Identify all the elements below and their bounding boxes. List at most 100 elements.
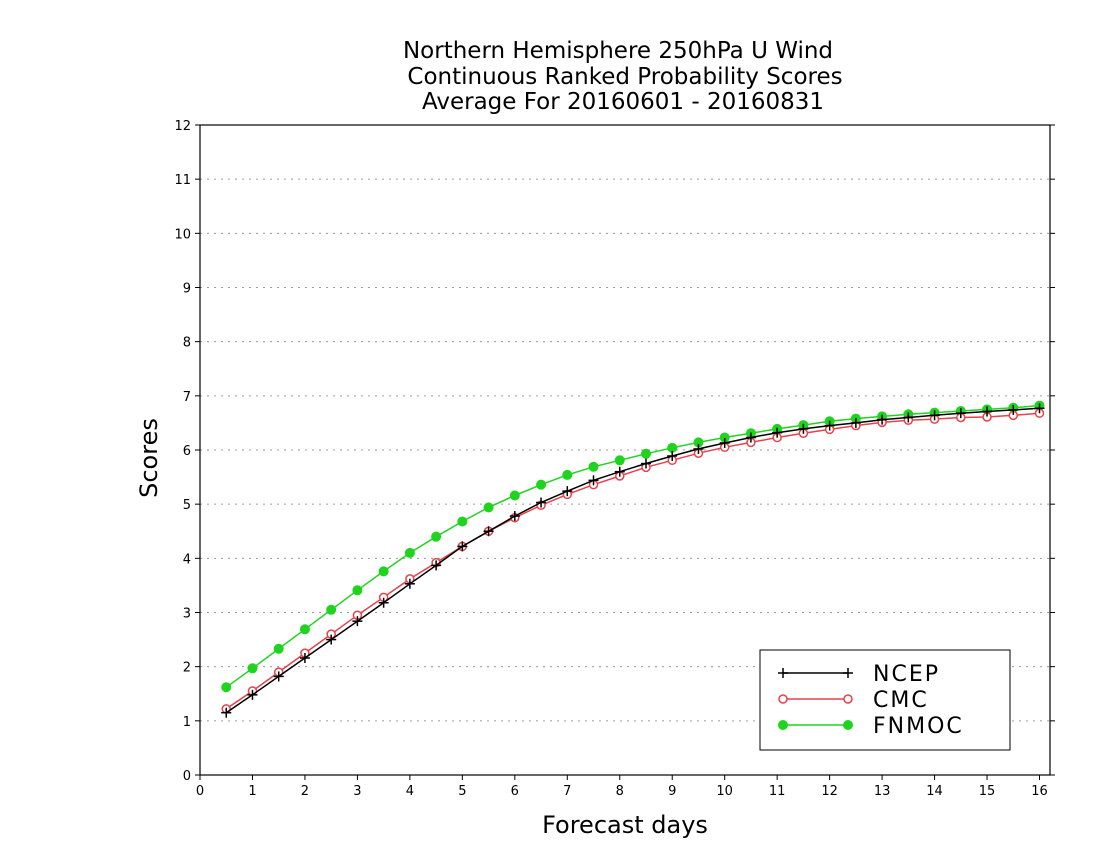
legend-marker-end-fnmoc — [843, 720, 853, 730]
y-tick-label-3: 3 — [183, 607, 191, 622]
legend-marker-end-cmc — [843, 694, 853, 704]
point-fnmoc-5 — [352, 585, 363, 596]
series-ncep — [221, 403, 1045, 718]
point-ncep-20 — [745, 432, 756, 443]
point-ncep-29 — [982, 406, 993, 417]
point-fnmoc-15 — [614, 455, 625, 466]
point-fnmoc-12 — [536, 479, 547, 490]
x-tick-label-4: 4 — [406, 784, 414, 799]
title-line-3: Average For 20160601 - 20160831 — [422, 89, 824, 115]
point-fnmoc-14 — [588, 461, 599, 472]
x-tick-label-13: 13 — [874, 784, 891, 799]
y-axis-title: Scores — [135, 418, 163, 498]
point-ncep-8 — [431, 560, 442, 571]
point-ncep-2 — [273, 671, 284, 682]
y-tick-label-6: 6 — [183, 444, 191, 459]
x-tick-label-1: 1 — [248, 784, 256, 799]
point-fnmoc-10 — [483, 502, 494, 513]
point-ncep-27 — [929, 410, 940, 421]
y-tick-label-8: 8 — [183, 336, 191, 351]
point-fnmoc-2 — [273, 643, 284, 654]
x-tick-label-9: 9 — [668, 784, 676, 799]
y-tick-label-10: 10 — [174, 227, 191, 242]
point-fnmoc-3 — [299, 624, 310, 635]
point-ncep-12 — [536, 497, 547, 508]
series-line-fnmoc — [225, 404, 1040, 688]
legend-marker-start-fnmoc — [778, 720, 788, 730]
x-tick-label-7: 7 — [563, 784, 571, 799]
x-tick-label-11: 11 — [769, 784, 786, 799]
x-tick-label-3: 3 — [353, 784, 361, 799]
legend-label-fnmoc: FNMOC — [873, 714, 964, 739]
point-ncep-7 — [404, 578, 415, 589]
legend-marker-start-cmc — [778, 694, 788, 704]
point-fnmoc-11 — [509, 490, 520, 501]
point-fnmoc-9 — [457, 516, 468, 527]
title-line-2: Continuous Ranked Probability Scores — [407, 64, 842, 90]
title-line-1: Northern Hemisphere 250hPa U Wind — [403, 38, 833, 64]
point-ncep-18 — [693, 443, 704, 454]
point-ncep-25 — [877, 414, 888, 425]
point-ncep-1 — [247, 689, 258, 700]
y-tick-label-4: 4 — [183, 552, 191, 567]
y-tick-label-2: 2 — [183, 661, 191, 676]
y-tick-label-11: 11 — [174, 173, 191, 188]
point-ncep-19 — [719, 437, 730, 448]
point-ncep-13 — [562, 486, 573, 497]
legend-item-fnmoc: FNMOC — [778, 714, 964, 739]
point-fnmoc-8 — [431, 531, 442, 542]
point-ncep-21 — [772, 427, 783, 438]
chart-title: Northern Hemisphere 250hPa U Wind Contin… — [403, 38, 843, 115]
point-fnmoc-7 — [404, 547, 415, 558]
legend-box — [759, 649, 1011, 751]
point-ncep-17 — [667, 450, 678, 461]
point-ncep-9 — [457, 541, 468, 552]
point-ncep-0 — [221, 707, 232, 718]
x-tick-label-16: 16 — [1031, 784, 1048, 799]
x-tick-label-6: 6 — [511, 784, 519, 799]
y-tick-label-1: 1 — [183, 715, 191, 730]
y-tick-label-5: 5 — [183, 498, 191, 513]
point-fnmoc-13 — [562, 469, 573, 480]
point-fnmoc-0 — [221, 682, 232, 693]
x-tick-label-0: 0 — [196, 784, 204, 799]
point-ncep-11 — [509, 511, 520, 522]
point-ncep-26 — [903, 412, 914, 423]
point-ncep-24 — [850, 417, 861, 428]
x-tick-label-2: 2 — [301, 784, 309, 799]
legend-label-cmc: CMC — [873, 688, 929, 713]
point-ncep-15 — [614, 466, 625, 477]
point-ncep-5 — [352, 616, 363, 627]
series-lines — [221, 400, 1045, 718]
point-fnmoc-1 — [247, 663, 258, 674]
point-ncep-30 — [1008, 404, 1019, 415]
x-axis-title: Forecast days — [542, 811, 708, 839]
x-tick-label-5: 5 — [458, 784, 466, 799]
y-tick-label-9: 9 — [183, 282, 191, 297]
x-tick-label-14: 14 — [926, 784, 943, 799]
legend-marker-end-ncep — [843, 668, 853, 678]
point-ncep-28 — [955, 408, 966, 419]
x-tick-label-12: 12 — [821, 784, 838, 799]
point-ncep-4 — [326, 634, 337, 645]
point-ncep-16 — [640, 458, 651, 469]
y-tick-label-0: 0 — [183, 769, 191, 784]
legend-item-ncep: NCEP — [778, 662, 940, 687]
point-ncep-23 — [824, 420, 835, 431]
point-fnmoc-6 — [378, 566, 389, 577]
legend-marker-start-ncep — [778, 668, 788, 678]
series-fnmoc — [221, 400, 1045, 693]
point-ncep-31 — [1034, 403, 1045, 414]
x-tick-label-15: 15 — [979, 784, 996, 799]
y-tick-label-12: 12 — [174, 119, 191, 134]
x-tick-label-10: 10 — [716, 784, 733, 799]
point-ncep-6 — [378, 597, 389, 608]
point-ncep-14 — [588, 475, 599, 486]
point-fnmoc-16 — [640, 448, 651, 459]
legend-item-cmc: CMC — [778, 688, 929, 713]
point-ncep-10 — [483, 526, 494, 537]
legend-label-ncep: NCEP — [873, 662, 940, 687]
